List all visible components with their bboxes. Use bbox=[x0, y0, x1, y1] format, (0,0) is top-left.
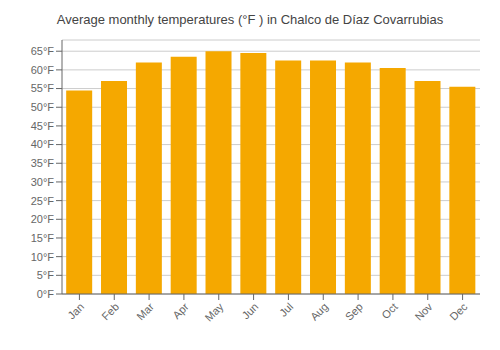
svg-text:40°F: 40°F bbox=[31, 138, 55, 150]
svg-text:10°F: 10°F bbox=[31, 251, 55, 263]
svg-text:45°F: 45°F bbox=[31, 120, 55, 132]
svg-text:Apr: Apr bbox=[170, 300, 191, 321]
svg-text:0°F: 0°F bbox=[37, 288, 55, 300]
svg-text:Jan: Jan bbox=[65, 300, 86, 321]
svg-text:Jul: Jul bbox=[277, 300, 295, 318]
svg-text:Jun: Jun bbox=[239, 300, 260, 321]
svg-text:35°F: 35°F bbox=[31, 157, 55, 169]
svg-text:50°F: 50°F bbox=[31, 101, 55, 113]
svg-text:55°F: 55°F bbox=[31, 82, 55, 94]
svg-text:20°F: 20°F bbox=[31, 213, 55, 225]
svg-text:Feb: Feb bbox=[99, 300, 121, 322]
svg-text:30°F: 30°F bbox=[31, 176, 55, 188]
svg-text:Oct: Oct bbox=[379, 300, 400, 321]
svg-text:Aug: Aug bbox=[308, 300, 330, 322]
html-text:Average monthly temperatures (: Average monthly temperatures (°F ) in Ch… bbox=[56, 12, 444, 27]
svg-text:15°F: 15°F bbox=[31, 232, 55, 244]
svg-text:65°F: 65°F bbox=[31, 45, 55, 57]
svg-text:5°F: 5°F bbox=[37, 269, 55, 281]
svg-text:Sep: Sep bbox=[343, 300, 365, 322]
svg-text:Nov: Nov bbox=[412, 300, 435, 323]
svg-text:60°F: 60°F bbox=[31, 64, 55, 76]
svg-text:25°F: 25°F bbox=[31, 195, 55, 207]
svg-text:May: May bbox=[203, 300, 227, 324]
svg-text:Dec: Dec bbox=[447, 300, 470, 323]
svg-text:Mar: Mar bbox=[134, 300, 156, 322]
